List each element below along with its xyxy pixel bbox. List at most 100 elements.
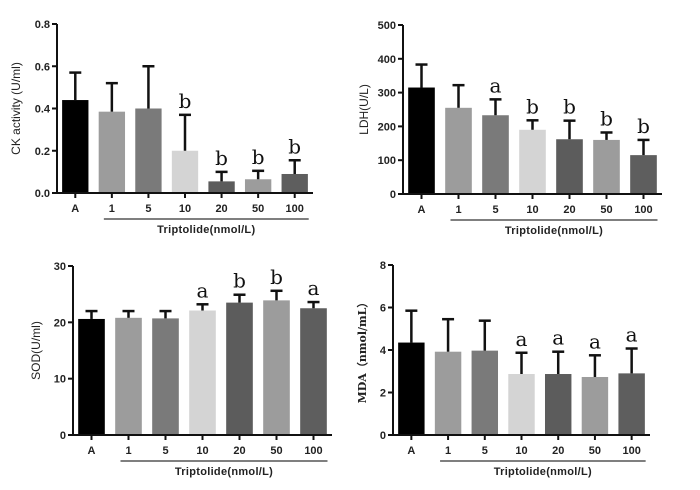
significance-label-100: b	[637, 114, 650, 138]
chart-panel-mda: 0 2 4 6 8 MDA（nmol/mL） A 1 5 a 10 a 20 a 50 a 100 Triptol…	[356, 260, 650, 478]
x-tick-label: A	[418, 204, 426, 216]
bar-10	[189, 310, 216, 434]
significance-label-20: b	[233, 269, 246, 293]
x-tick-label: 1	[109, 203, 115, 215]
significance-label-10: b	[179, 89, 192, 113]
bar-100	[300, 308, 327, 434]
bar-100	[281, 173, 308, 192]
x-tick-label: 100	[304, 445, 322, 457]
significance-label-10: a	[516, 327, 528, 351]
significance-label-100: a	[626, 323, 638, 347]
y-axis-title: SOD(U/ml)	[29, 321, 43, 380]
significance-label-10: a	[197, 278, 209, 302]
x-tick-label: 5	[162, 445, 168, 457]
bar-1	[434, 351, 462, 434]
x-tick-label: 10	[515, 445, 527, 457]
x-tick-label: 5	[492, 204, 498, 216]
significance-label-20: b	[563, 95, 576, 119]
bar-5	[135, 108, 162, 192]
bar-20	[208, 181, 235, 192]
x-axis-title: Triptolide(nmol/L)	[505, 225, 603, 237]
y-axis-title: CK activity (U/ml)	[9, 62, 23, 155]
x-tick-label: 50	[600, 204, 612, 216]
y-tick-label: 100	[378, 155, 396, 167]
y-tick-label: 0	[60, 430, 66, 442]
bar-10	[508, 374, 535, 434]
y-tick-label: 400	[378, 54, 396, 66]
significance-label-50: b	[270, 265, 283, 289]
chart-panel-sod: 0 10 20 30 SOD(U/ml) A 1 5 a 10 b 20 b 50 a 100 Triptoli…	[29, 261, 332, 478]
bar-50	[244, 179, 272, 192]
x-axis-title: Triptolide(nmol/L)	[157, 224, 255, 236]
bar-A	[398, 342, 425, 434]
x-axis-title: Triptolide(nmol/L)	[175, 466, 273, 478]
x-tick-label: 20	[215, 203, 227, 215]
x-tick-label: A	[71, 203, 79, 215]
bar-A	[62, 100, 89, 192]
x-tick-label: 1	[125, 445, 131, 457]
significance-label-10: b	[526, 94, 539, 118]
bar-5	[471, 350, 499, 434]
chart-panel-ck: 0.0 0.2 0.4 0.6 0.8 CK activity (U/ml) A 1 5 b 10 b…	[9, 19, 313, 236]
y-tick-label: 0	[380, 430, 386, 442]
significance-label-50: b	[252, 145, 265, 169]
y-tick-label: 2	[380, 388, 386, 400]
x-tick-label: 20	[552, 445, 564, 457]
y-tick-label: 0.8	[35, 19, 50, 31]
y-tick-label: 4	[380, 345, 387, 357]
x-tick-label: 20	[233, 445, 245, 457]
bar-1	[445, 107, 472, 193]
y-tick-label: 0	[390, 189, 396, 201]
y-tick-label: 20	[54, 317, 66, 329]
significance-label-20: b	[215, 146, 228, 170]
x-tick-label: 20	[563, 204, 575, 216]
x-tick-label: 50	[252, 203, 264, 215]
bar-10	[171, 150, 199, 192]
x-tick-label: 100	[622, 445, 640, 457]
y-tick-label: 0.6	[35, 61, 50, 73]
bar-1	[98, 111, 126, 192]
x-tick-label: A	[88, 445, 96, 457]
x-tick-label: 10	[179, 203, 191, 215]
bar-50	[263, 300, 290, 434]
y-tick-label: 30	[54, 261, 66, 273]
y-tick-label: 200	[378, 121, 396, 133]
bar-20	[226, 302, 253, 434]
y-tick-label: 0.0	[35, 188, 50, 200]
significance-label-100: a	[308, 276, 320, 300]
y-tick-label: 500	[378, 20, 396, 32]
bar-100	[630, 155, 657, 193]
y-tick-label: 300	[378, 88, 396, 100]
x-tick-label: 5	[145, 203, 151, 215]
bar-10	[519, 129, 546, 193]
y-axis-title: LDH(U/L)	[357, 84, 371, 135]
bar-20	[544, 374, 572, 434]
y-tick-label: 0.4	[35, 104, 51, 116]
x-tick-label: 5	[482, 445, 488, 457]
bar-20	[556, 139, 583, 193]
y-tick-label: 6	[380, 303, 386, 315]
y-axis-title: MDA（nmol/mL）	[356, 297, 369, 404]
x-tick-label: 50	[270, 445, 282, 457]
y-tick-label: 10	[54, 374, 66, 386]
bar-5	[152, 318, 179, 434]
x-tick-label: 100	[286, 203, 304, 215]
significance-label-50: b	[600, 106, 613, 130]
x-tick-label: 50	[589, 445, 601, 457]
x-tick-label: 1	[445, 445, 451, 457]
chart-panel-ldh: 0 100 200 300 400 500 LDH(U/L) A 1 a 5 b 10 b 20 b 50 b 10…	[357, 20, 662, 237]
bar-1	[115, 317, 142, 434]
y-tick-label: 0.2	[35, 146, 50, 158]
bar-A	[78, 318, 105, 434]
bar-100	[618, 373, 645, 434]
x-tick-label: A	[407, 445, 415, 457]
x-tick-label: 100	[634, 204, 652, 216]
y-tick-label: 8	[380, 260, 386, 272]
bar-5	[482, 115, 509, 193]
bar-50	[593, 139, 620, 193]
bar-50	[581, 376, 609, 434]
significance-label-5: a	[490, 73, 502, 97]
significance-label-100: b	[288, 134, 301, 158]
x-tick-label: 10	[526, 204, 538, 216]
